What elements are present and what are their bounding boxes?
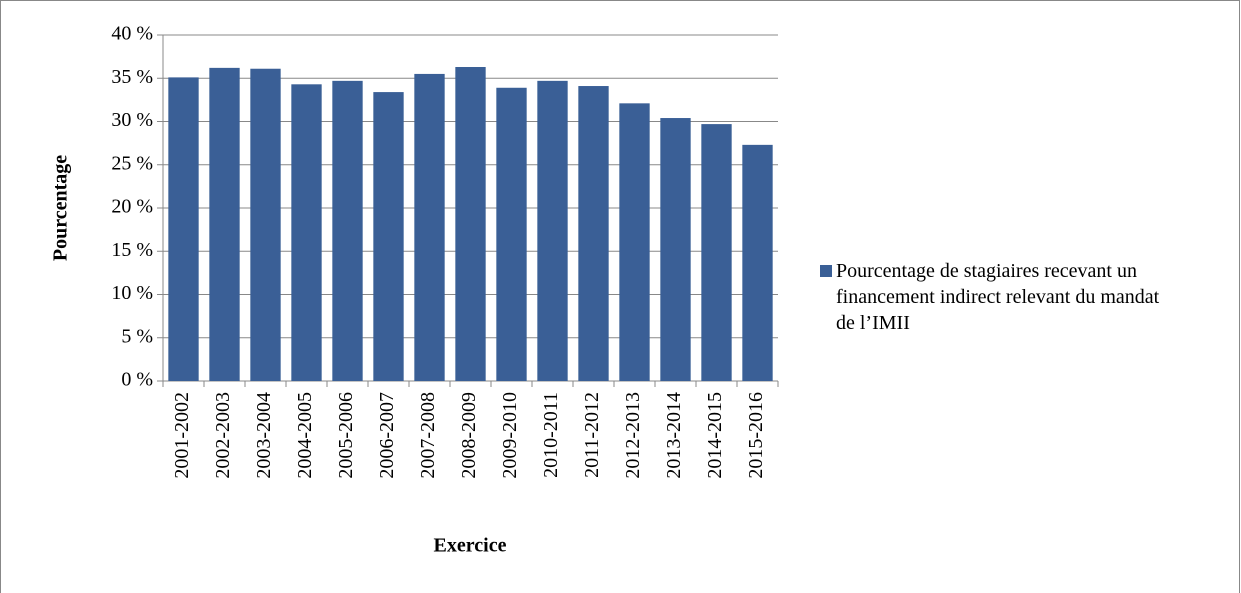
y-tick-label: 5 % [121,325,153,347]
x-tick-label: 2001-2002 [171,392,193,479]
bar [209,67,240,382]
bar [414,73,445,382]
x-tick-label: 2006-2007 [376,392,398,479]
x-tick-label: 2012-2013 [622,392,644,479]
x-tick-label: 2008-2009 [458,392,480,479]
x-tick-label: 2004-2005 [294,392,316,479]
bar [168,77,199,381]
y-tick-label: 0 % [121,369,153,391]
x-tick-label: 2005-2006 [335,392,357,479]
x-tick-label: 2010-2011 [540,392,562,478]
x-tick-label: 2013-2014 [663,392,685,479]
legend: Pourcentage de stagiaires recevant un fi… [820,258,1160,336]
x-tick-label: 2007-2008 [417,392,439,479]
y-tick-label: 20 % [111,196,153,218]
x-tick-label: 2009-2010 [499,392,521,479]
y-tick-label: 40 % [111,23,153,45]
x-axis-label: Exercice [434,535,507,557]
y-tick-label: 10 % [111,282,153,304]
bar [742,144,773,381]
bar [373,92,404,381]
x-tick-label: 2011-2012 [581,392,603,478]
bar [250,68,281,382]
y-tick-label: 15 % [111,239,153,261]
x-tick-label: 2014-2015 [704,392,726,479]
y-axis-label: Pourcentage [50,155,72,261]
bar [660,118,691,381]
bar [619,103,650,382]
x-tick-label: 2002-2003 [212,392,234,479]
bar [496,87,527,381]
x-tick-label: 2003-2004 [253,392,275,479]
bar [701,124,732,381]
legend-label: Pourcentage de stagiaires recevant un fi… [836,260,1160,334]
x-tick-label: 2015-2016 [745,392,767,479]
bar [578,86,609,381]
bar [537,80,568,381]
bar [291,84,322,382]
bar [455,67,486,381]
y-tick-label: 25 % [111,152,153,174]
y-tick-label: 30 % [111,109,153,131]
bar [332,80,363,381]
y-tick-label: 35 % [111,66,153,88]
legend-key [820,265,832,277]
